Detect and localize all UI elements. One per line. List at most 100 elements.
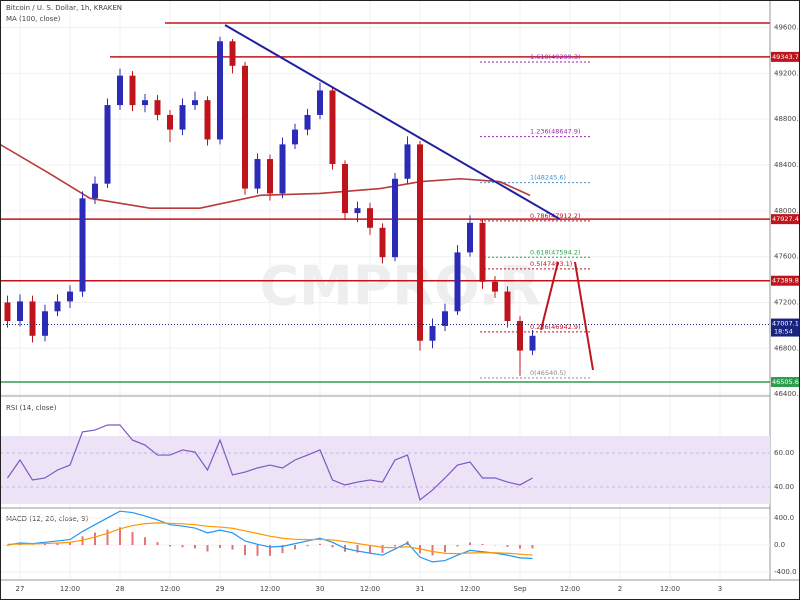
candle-body [30,301,36,335]
fib-label: 0(46540.5) [530,369,566,377]
macd-histogram-bar [369,545,371,553]
macd-histogram-bar [332,545,334,547]
candle-body [42,311,48,336]
rsi-title: RSI (14, close) [6,404,57,412]
macd-histogram-bar [219,545,221,548]
candle-body [417,144,423,340]
candle-body [530,336,536,351]
rsi-band [0,436,770,504]
level-label: 49343.7 [772,53,799,61]
macd-histogram-bar [432,545,434,555]
x-tick-label: 28 [116,585,125,593]
y-tick-label: 48000.0 [774,207,800,215]
macd-histogram-bar [169,545,171,546]
x-tick-label: 29 [216,585,225,593]
macd-histogram-bar [532,545,534,548]
candle-body [117,76,123,105]
candle-body [142,100,148,105]
candle-body [192,100,198,105]
macd-histogram-bar [469,542,471,545]
candle-body [130,76,136,105]
ma-legend: MA (100, close) [6,15,61,23]
macd-histogram-bar [132,532,134,545]
macd-histogram-bar [119,527,121,545]
candle-body [280,144,286,193]
x-tick-label: 31 [416,585,425,593]
fib-label: 1.618(49299.3) [530,53,581,61]
candle-body [105,105,111,184]
candle-body [205,100,211,139]
x-tick-label: 30 [316,585,325,593]
chart-title: Bitcoin / U. S. Dollar, 1h, KRAKEN [6,4,122,12]
candle-body [92,184,98,199]
candle-body [242,66,248,189]
macd-histogram-bar [457,545,459,546]
candle-body [330,90,336,164]
macd-tick-label: -400.0 [774,568,797,576]
candle-body [255,159,261,189]
rsi-tick-label: 40.00 [774,483,794,491]
y-tick-label: 47200.0 [774,298,800,306]
candle-body [217,41,223,139]
x-tick-label: 3 [718,585,722,593]
candle-body [167,115,173,130]
candle-body [267,159,273,193]
macd-histogram-bar [294,545,296,549]
y-tick-label: 49600.0 [774,24,800,32]
x-tick-label: 12:00 [560,585,580,593]
macd-histogram-bar [507,545,509,547]
candle-body [517,321,523,351]
x-tick-label: 27 [16,585,25,593]
candle-body [67,292,73,302]
candle-body [367,208,373,228]
macd-histogram-bar [257,545,259,556]
price-label: 47007.1 [772,320,799,328]
candle-body [317,90,323,115]
candle-body [405,144,411,178]
macd-histogram-bar [182,545,184,547]
candle-body [342,164,348,213]
macd-histogram-bar [319,544,321,545]
candle-body [5,302,11,321]
macd-tick-label: 400.0 [774,514,794,522]
level-label: 46505.6 [772,378,799,386]
candle-body [455,252,461,311]
fib-label: 0.5(47493.1) [530,260,572,268]
candle-body [492,282,498,292]
time-left: 18:54 [774,328,793,336]
candle-body [392,179,398,257]
x-tick-label: Sep [513,585,527,593]
fib-label: 1(48245.6) [530,174,566,182]
macd-histogram-bar [444,545,446,552]
macd-title: MACD (12, 26, close, 9) [6,515,89,523]
macd-histogram-bar [144,537,146,545]
x-tick-label: 12:00 [160,585,180,593]
candle-body [467,223,473,253]
x-tick-label: 12:00 [60,585,80,593]
x-tick-label: 12:00 [460,585,480,593]
macd-histogram-bar [107,530,109,545]
candle-body [180,105,186,130]
macd-histogram-bar [207,545,209,551]
candle-body [155,100,161,115]
y-tick-label: 47600.0 [774,253,800,261]
candle-body [230,41,236,66]
watermark: CMPRO.R [259,255,540,318]
fib-label: 1.236(48647.9) [530,128,581,136]
macd-histogram-bar [232,545,234,550]
fib-label: 0.618(47594.2) [530,248,581,256]
y-tick-label: 46800.0 [774,344,800,352]
macd-histogram-bar [157,542,159,545]
candle-body [442,311,448,326]
candle-body [505,292,511,321]
macd-histogram-bar [194,545,196,548]
macd-histogram-bar [482,544,484,545]
candle-body [17,301,23,321]
candle-body [480,223,486,282]
candle-body [292,130,298,145]
level-label: 47389.8 [772,277,799,285]
x-tick-label: 2 [618,585,622,593]
candle-body [380,228,386,257]
